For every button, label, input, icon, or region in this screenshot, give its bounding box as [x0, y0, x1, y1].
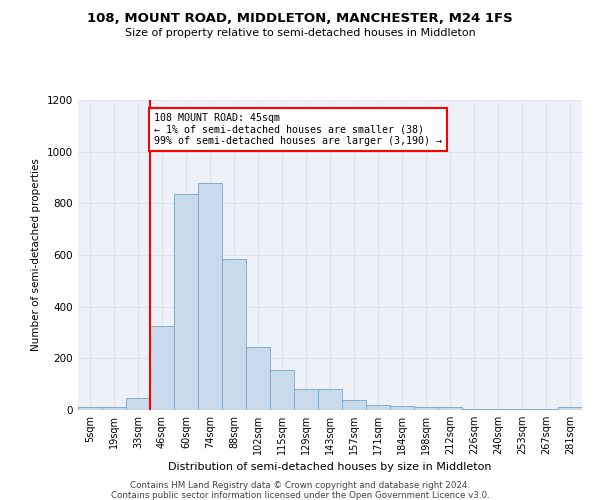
Bar [366, 405, 390, 410]
Bar [414, 407, 438, 410]
Bar [438, 408, 462, 410]
Text: Contains public sector information licensed under the Open Government Licence v3: Contains public sector information licen… [110, 490, 490, 500]
Text: Size of property relative to semi-detached houses in Middleton: Size of property relative to semi-detach… [125, 28, 475, 38]
Bar [102, 408, 126, 410]
Y-axis label: Number of semi-detached properties: Number of semi-detached properties [31, 158, 41, 352]
Bar [246, 346, 270, 410]
Bar [558, 408, 582, 410]
Bar [510, 408, 534, 410]
Bar [390, 406, 414, 410]
Bar [270, 370, 294, 410]
Bar [174, 194, 198, 410]
Bar [462, 408, 486, 410]
Text: 108, MOUNT ROAD, MIDDLETON, MANCHESTER, M24 1FS: 108, MOUNT ROAD, MIDDLETON, MANCHESTER, … [87, 12, 513, 26]
Bar [78, 408, 102, 410]
Bar [534, 409, 558, 410]
Bar [294, 389, 318, 410]
Bar [150, 326, 174, 410]
Bar [222, 259, 246, 410]
Bar [342, 400, 366, 410]
Bar [318, 389, 342, 410]
Bar [126, 398, 150, 410]
Text: Distribution of semi-detached houses by size in Middleton: Distribution of semi-detached houses by … [168, 462, 492, 472]
Text: Contains HM Land Registry data © Crown copyright and database right 2024.: Contains HM Land Registry data © Crown c… [130, 482, 470, 490]
Bar [198, 182, 222, 410]
Text: 108 MOUNT ROAD: 45sqm
← 1% of semi-detached houses are smaller (38)
99% of semi-: 108 MOUNT ROAD: 45sqm ← 1% of semi-detac… [154, 113, 442, 146]
Bar [486, 408, 510, 410]
